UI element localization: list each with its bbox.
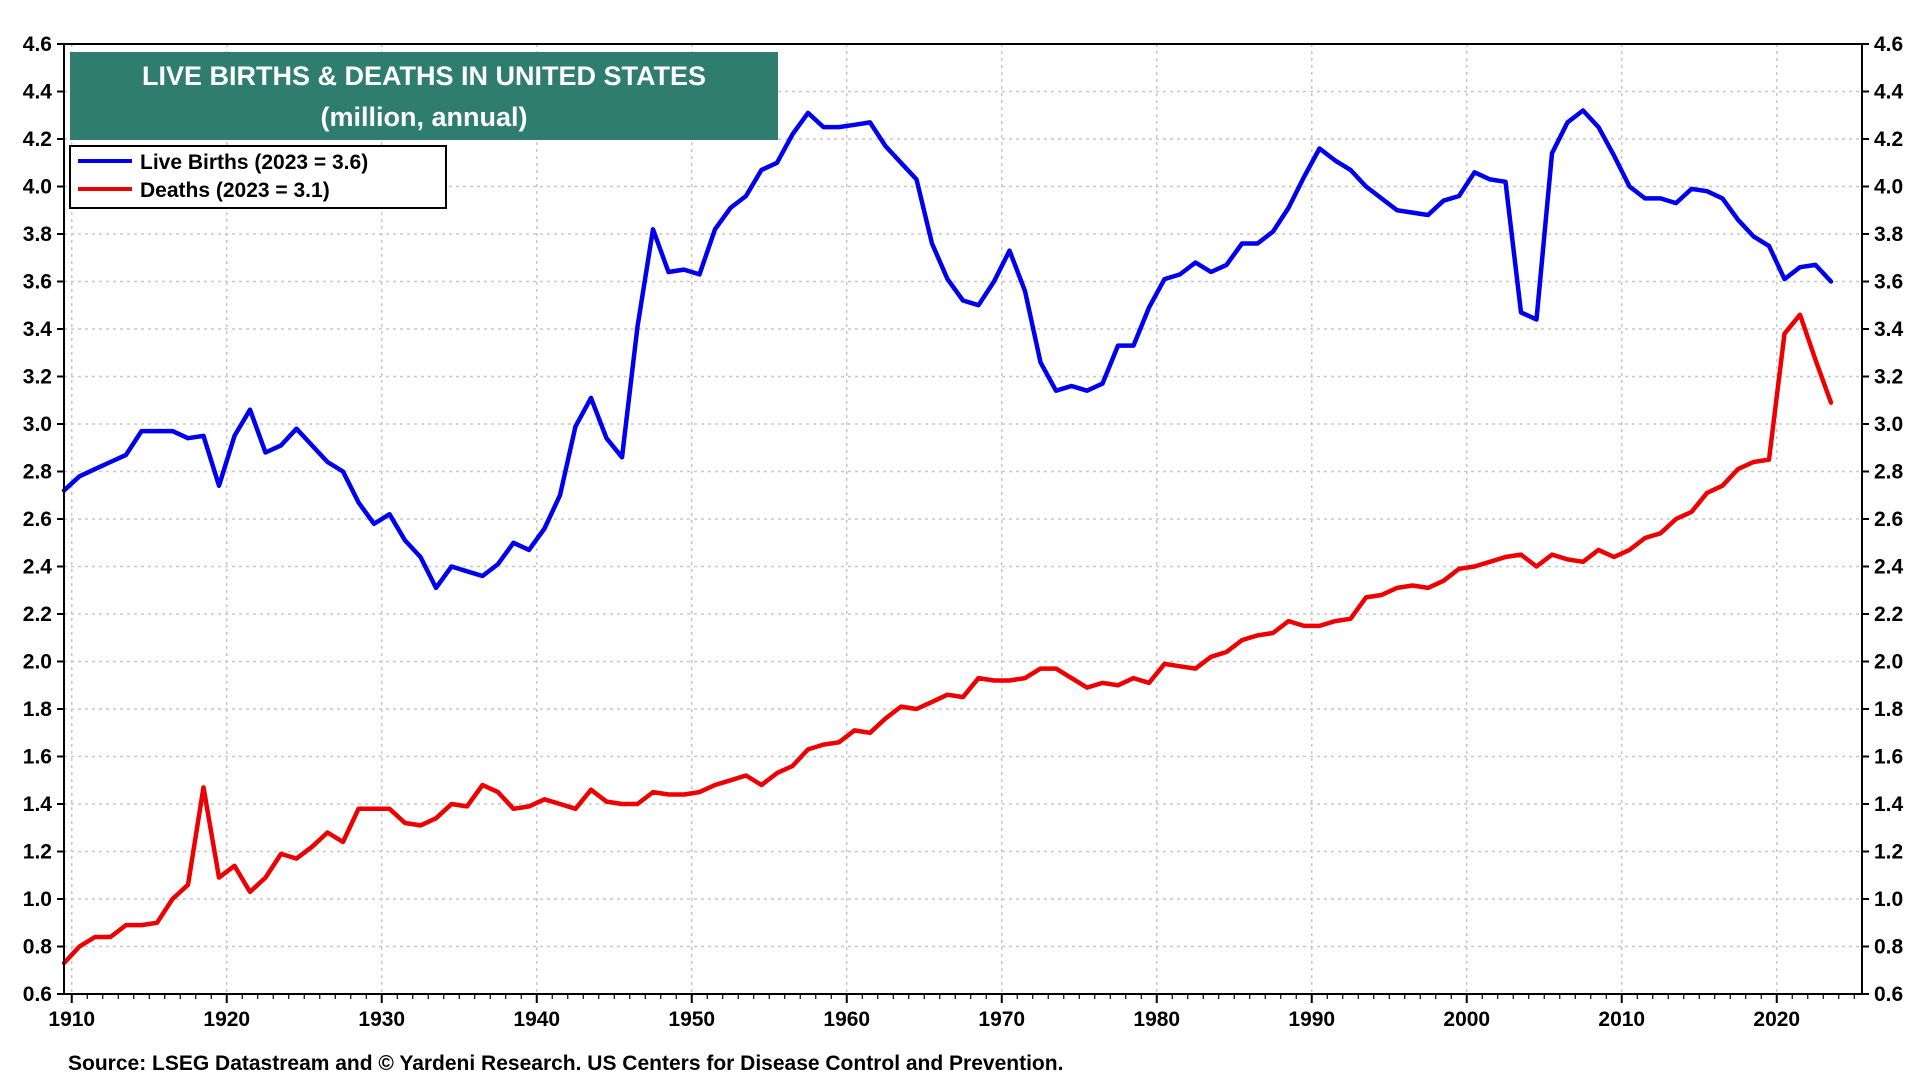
y-tick-label-left: 4.0 xyxy=(23,176,52,199)
y-tick-label-left: 2.2 xyxy=(23,603,52,626)
y-tick-label-right: 2.4 xyxy=(1874,556,1904,579)
y-tick-label-right: 4.4 xyxy=(1874,81,1904,104)
title-background xyxy=(70,52,778,140)
x-tick-label: 1960 xyxy=(823,1008,870,1031)
x-axis: 1910 1920 1930 1940 1950 1960 1970 1980 1990 2000… xyxy=(48,994,1855,1031)
y-tick-label-right: 0.6 xyxy=(1874,983,1903,1006)
y-tick-label-left: 0.6 xyxy=(23,983,52,1006)
y-tick-label-left: 1.4 xyxy=(23,793,53,816)
y-tick-label-left: 1.8 xyxy=(23,698,53,721)
y-tick-label-left: 4.6 xyxy=(23,33,52,56)
y-tick-label-left: 2.6 xyxy=(23,508,52,531)
series-lines xyxy=(61,108,1834,966)
chart-title: LIVE BIRTHS & DEATHS IN UNITED STATES xyxy=(142,61,706,91)
x-tick-label: 1970 xyxy=(978,1008,1025,1031)
source-note: Source: LSEG Datastream and © Yardeni Re… xyxy=(68,1052,1063,1075)
y-tick-label-right: 3.6 xyxy=(1874,271,1903,294)
x-tick-label: 1950 xyxy=(668,1008,715,1031)
deaths-line xyxy=(61,312,1834,966)
legend: Live Births (2023 = 3.6) Deaths (2023 = … xyxy=(69,145,447,209)
y-tick-label-left: 2.4 xyxy=(23,556,53,579)
chart-subtitle: (million, annual) xyxy=(321,102,528,132)
y-tick-label-left: 1.0 xyxy=(23,888,52,911)
y-tick-label-right: 3.8 xyxy=(1874,223,1904,246)
legend-box xyxy=(69,145,447,209)
y-tick-label-right: 1.2 xyxy=(1874,841,1903,864)
y-tick-label-right: 2.6 xyxy=(1874,508,1903,531)
y-tick-label-right: 1.4 xyxy=(1874,793,1904,816)
y-tick-label-right: 4.0 xyxy=(1874,176,1903,199)
x-tick-label: 2000 xyxy=(1443,1008,1490,1031)
y-tick-label-left: 1.2 xyxy=(23,841,52,864)
y-tick-label-right: 3.4 xyxy=(1874,318,1904,341)
y-tick-label-left: 2.8 xyxy=(23,461,53,484)
y-tick-label-left: 0.8 xyxy=(23,936,53,959)
title-box: LIVE BIRTHS & DEATHS IN UNITED STATES (m… xyxy=(70,52,778,140)
x-tick-label: 1980 xyxy=(1133,1008,1180,1031)
y-tick-label-right: 2.2 xyxy=(1874,603,1903,626)
y-tick-label-right: 0.8 xyxy=(1874,936,1904,959)
y-tick-label-left: 3.0 xyxy=(23,413,52,436)
legend-label-deaths: Deaths (2023 = 3.1) xyxy=(140,179,330,202)
x-tick-label: 1920 xyxy=(203,1008,250,1031)
x-tick-label: 1910 xyxy=(48,1008,95,1031)
y-tick-label-right: 2.0 xyxy=(1874,651,1903,674)
y-tick-label-left: 3.2 xyxy=(23,366,52,389)
y-tick-label-left: 3.8 xyxy=(23,223,53,246)
grid xyxy=(64,44,1862,994)
y-tick-label-left: 1.6 xyxy=(23,746,52,769)
y-tick-label-left: 2.0 xyxy=(23,651,52,674)
y-tick-label-right: 1.6 xyxy=(1874,746,1903,769)
y-tick-label-right: 1.8 xyxy=(1874,698,1904,721)
plot-frame xyxy=(63,43,1863,995)
x-tick-label: 1940 xyxy=(513,1008,560,1031)
births-line xyxy=(61,108,1834,591)
y-tick-label-right: 4.6 xyxy=(1874,33,1903,56)
y-tick-label-left: 4.2 xyxy=(23,128,52,151)
y-tick-label-right: 3.2 xyxy=(1874,366,1903,389)
x-tick-label: 1930 xyxy=(358,1008,405,1031)
y-tick-label-left: 3.6 xyxy=(23,271,52,294)
y-tick-label-right: 1.0 xyxy=(1874,888,1903,911)
y-tick-label-left: 3.4 xyxy=(23,318,53,341)
x-tick-label: 1990 xyxy=(1288,1008,1335,1031)
y-tick-label-left: 4.4 xyxy=(23,81,53,104)
y-axis-left: 0.6 0.8 1.0 1.2 1.4 1.6 1.8 2.0 2.2 2.4 2.6 2.8 3.0 3… xyxy=(23,33,64,1006)
y-axis-right: 0.6 0.8 1.0 1.2 1.4 1.6 1.8 2.0 2.2 2.4 2.6 2.8 3.0 3… xyxy=(1862,33,1904,1006)
x-tick-label: 2020 xyxy=(1753,1008,1800,1031)
y-tick-label-right: 4.2 xyxy=(1874,128,1903,151)
y-tick-label-right: 2.8 xyxy=(1874,461,1904,484)
legend-label-births: Live Births (2023 = 3.6) xyxy=(140,151,368,174)
y-tick-label-right: 3.0 xyxy=(1874,413,1903,436)
x-tick-label: 2010 xyxy=(1598,1008,1645,1031)
